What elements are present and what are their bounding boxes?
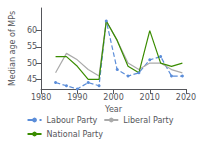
svg-text:Year: Year (104, 105, 123, 114)
svg-text:2020: 2020 (176, 93, 196, 102)
svg-text:Median age of MPs: Median age of MPs (8, 11, 17, 86)
svg-text:50: 50 (27, 59, 37, 68)
svg-text:Liberal Party: Liberal Party (123, 116, 173, 125)
svg-text:60: 60 (27, 26, 37, 35)
svg-text:1980: 1980 (31, 93, 51, 102)
svg-text:2010: 2010 (140, 93, 160, 102)
svg-text:National Party: National Party (47, 130, 104, 139)
svg-text:2000: 2000 (103, 93, 123, 102)
svg-text:45: 45 (27, 75, 37, 84)
svg-text:Labour Party: Labour Party (47, 116, 98, 125)
svg-text:55: 55 (27, 42, 37, 51)
svg-text:1990: 1990 (67, 93, 87, 102)
